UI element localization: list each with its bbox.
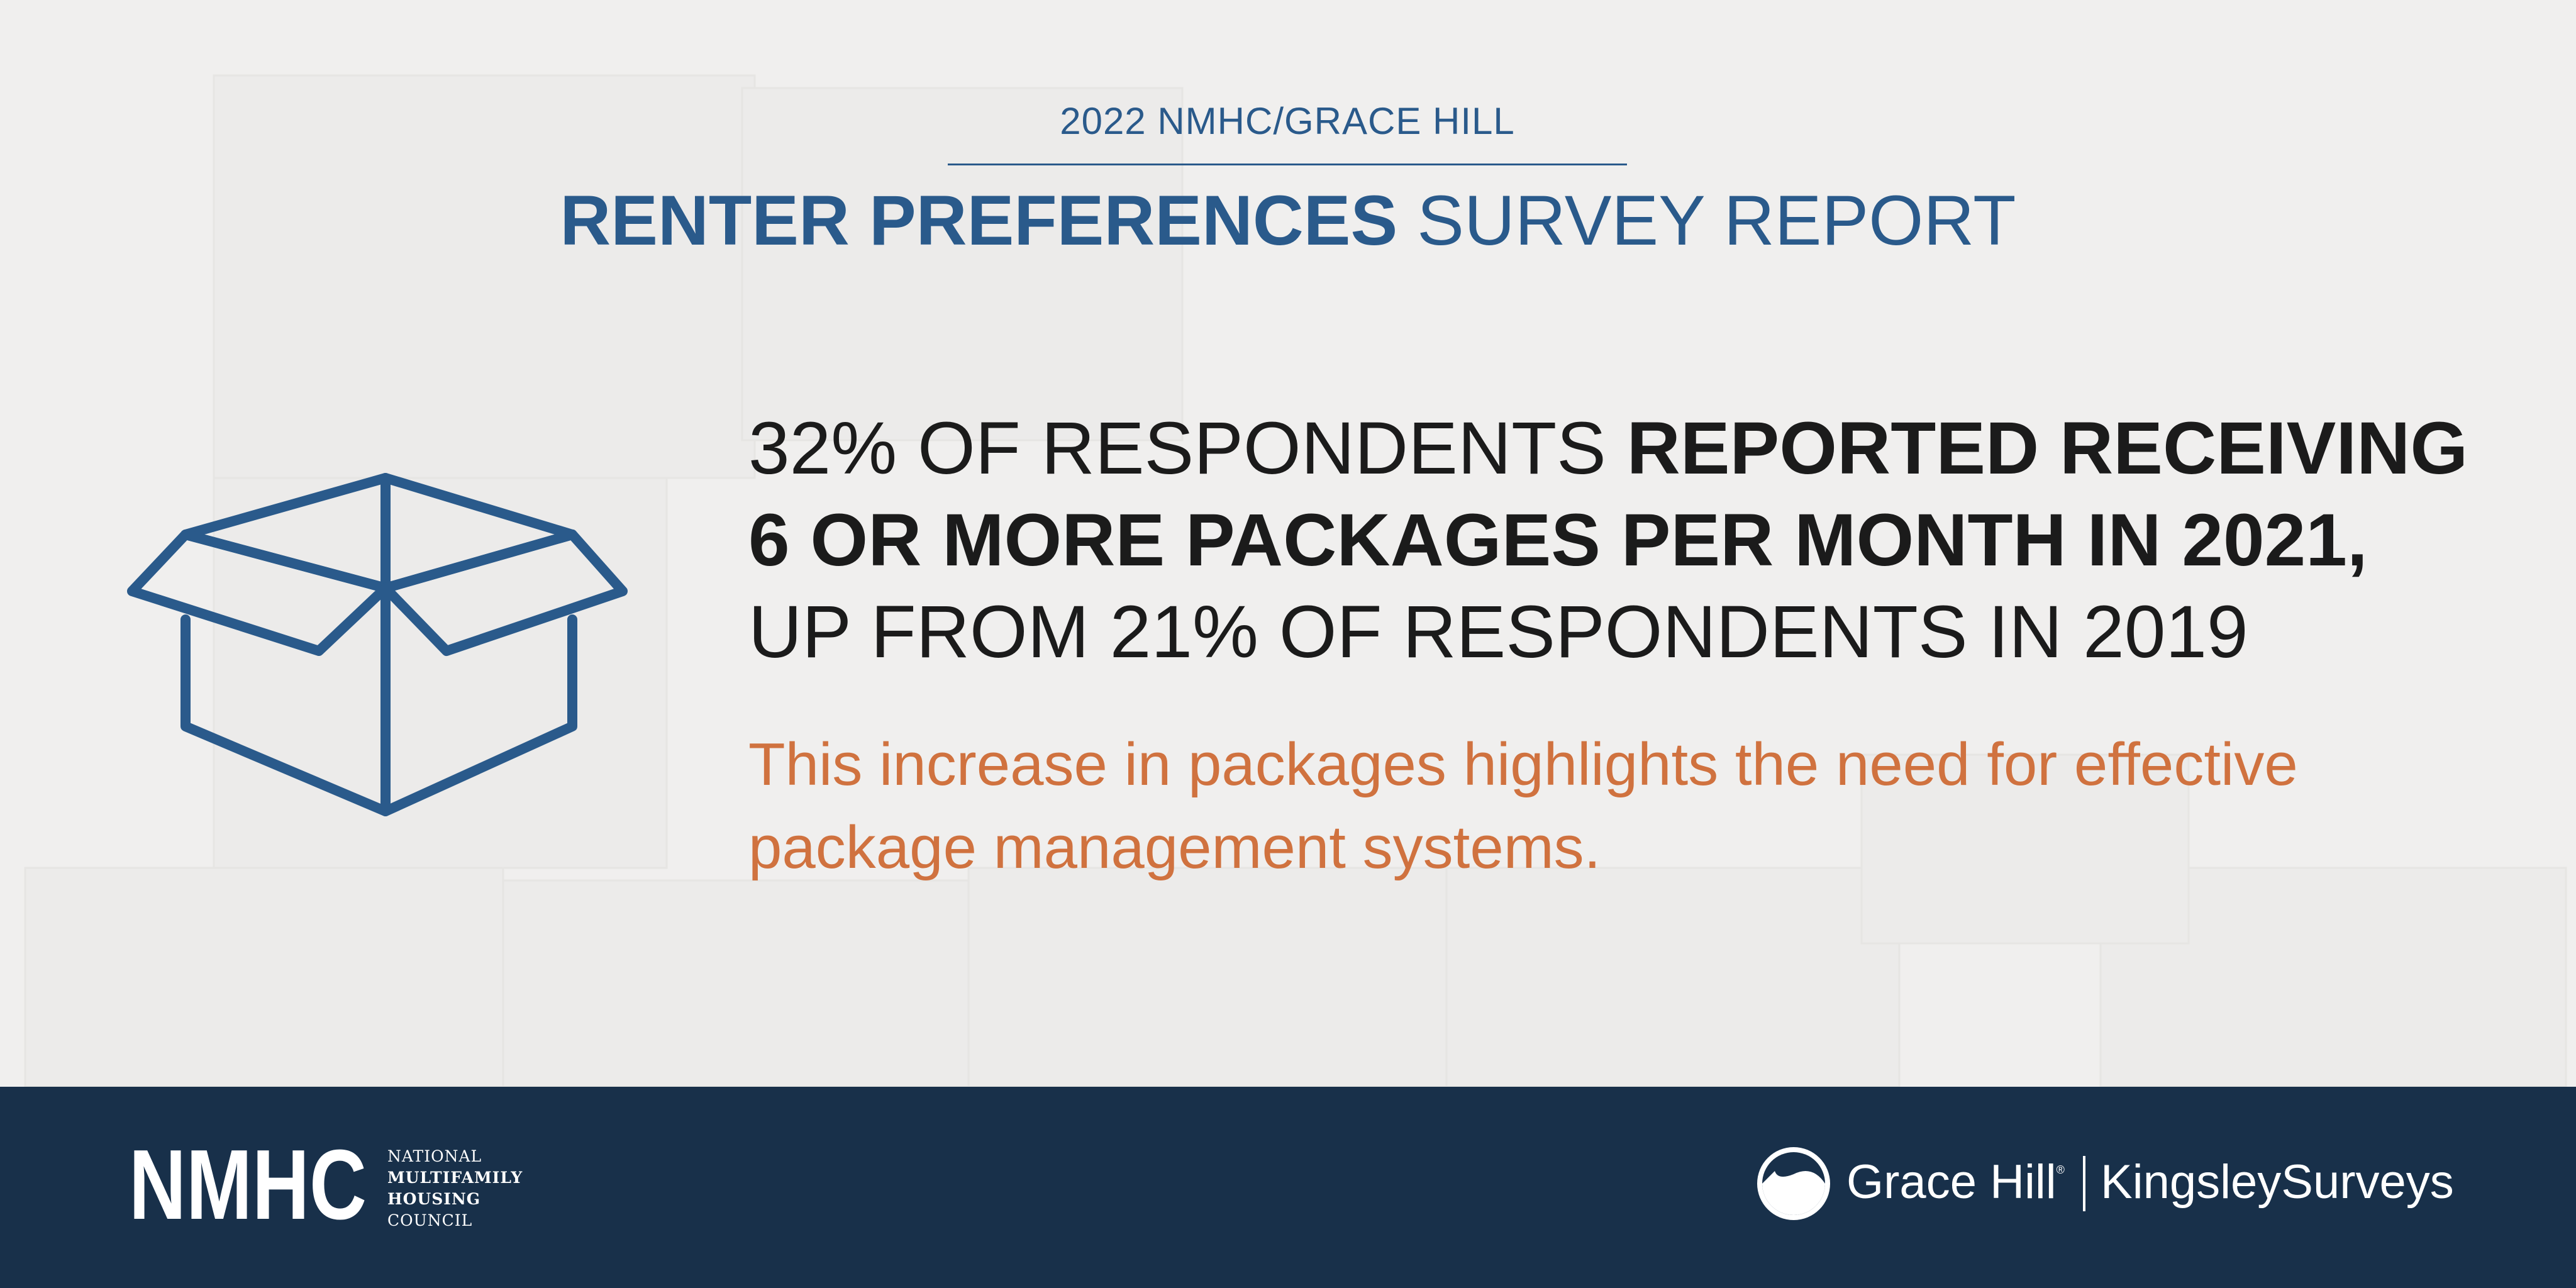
registered-mark: ® [2056,1163,2065,1176]
nmhc-caption-line: HOUSING [387,1190,481,1208]
open-box-icon [127,473,628,816]
nmhc-caption-line: MULTIFAMILY [387,1169,523,1187]
header-divider [948,164,1627,165]
page-title: RENTER PREFERENCES SURVEY REPORT [0,180,2576,261]
grace-hill-wordmark: Grace Hill® [1846,1155,2065,1209]
nmhc-caption: NATIONAL MULTIFAMILY HOUSING COUNCIL [387,1146,523,1231]
nmhc-caption-line: COUNCIL [387,1211,473,1230]
stat-line2-bold: 6 OR MORE PACKAGES PER MONTH IN 2021, [748,499,2368,582]
nmhc-caption-line: NATIONAL [387,1147,482,1165]
nmhc-logo: NMHC [129,1138,367,1233]
insight-note: This increase in packages highlights the… [748,731,2298,881]
stat-line1-regular: 32% OF RESPONDENTS [748,407,1627,490]
footer-bar [0,1087,2576,1288]
grace-hill-logo [1757,1147,1830,1220]
logo-divider [2083,1156,2085,1211]
stat-line3-regular: UP FROM 21% OF RESPONDENTS IN 2019 [748,591,2248,674]
kingsley-surveys-wordmark: KingsleySurveys [2101,1155,2454,1209]
title-light: SURVEY REPORT [1417,181,2016,260]
grace-hill-name: Grace Hill [1846,1155,2057,1209]
report-kicker: 2022 NMHC/GRACE HILL [1060,100,1515,142]
stat-line1-bold: REPORTED RECEIVING [1626,407,2468,490]
statistic-headline: 32% OF RESPONDENTS REPORTED RECEIVING 6 … [748,402,2541,678]
title-bold: RENTER PREFERENCES [560,181,1398,260]
background-boxes [24,74,2567,1087]
svg-text:NMHC: NMHC [129,1138,367,1233]
